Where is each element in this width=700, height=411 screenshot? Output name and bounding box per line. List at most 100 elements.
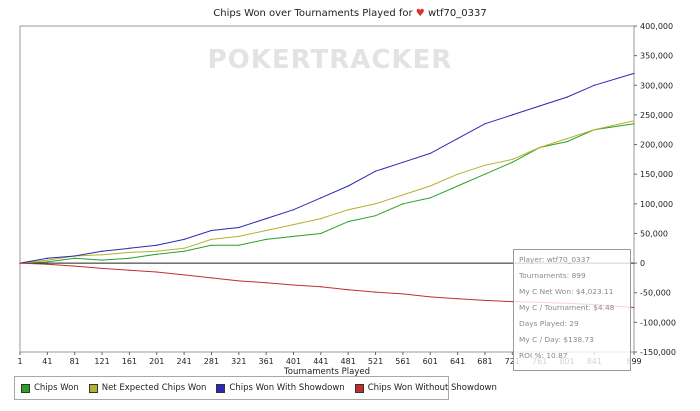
legend-label: Chips Won: [34, 383, 79, 393]
data-point: [633, 123, 635, 125]
data-point: [210, 238, 213, 240]
legend-item: Chips Won: [21, 383, 79, 393]
x-tick-label: 681: [477, 357, 492, 366]
data-point: [539, 105, 541, 107]
data-point: [566, 140, 568, 143]
data-point: [374, 215, 377, 217]
data-point: [128, 257, 130, 259]
data-point: [511, 161, 513, 163]
data-point: [347, 289, 349, 291]
x-tick-label: 401: [286, 357, 301, 366]
data-point: [101, 250, 103, 252]
x-tick-label: 321: [231, 357, 246, 366]
heart-icon: ♥: [415, 8, 425, 19]
data-point: [456, 173, 459, 175]
legend-label: Chips Won With Showdown: [229, 383, 345, 393]
data-point: [74, 265, 76, 267]
x-tick-label: 721: [505, 357, 520, 366]
data-point: [320, 218, 322, 220]
stat-line: My C / Day: $138.73: [519, 335, 594, 344]
data-point: [238, 226, 240, 229]
legend-item: Chips Won With Showdown: [216, 383, 345, 393]
data-point: [511, 158, 513, 160]
data-point: [238, 235, 240, 238]
stat-line: ROI %: 10.87: [519, 351, 568, 360]
data-point: [402, 293, 404, 295]
data-point: [128, 251, 130, 254]
data-point: [19, 262, 21, 264]
data-point: [46, 259, 48, 261]
y-tick-label: 350,000: [640, 52, 673, 61]
stat-line: My C / Tournament: $4.48: [519, 303, 615, 312]
x-tick-label: 241: [176, 357, 191, 366]
x-axis-label: Tournaments Played: [283, 367, 370, 377]
x-tick-label: 361: [259, 357, 274, 366]
x-tick-label: 601: [423, 357, 438, 366]
data-point: [210, 244, 213, 246]
data-point: [210, 277, 213, 279]
x-tick-label: 899: [626, 357, 641, 366]
data-point: [429, 152, 431, 155]
data-point: [46, 257, 48, 259]
data-point: [74, 257, 76, 259]
data-point: [292, 235, 295, 238]
data-point: [347, 185, 349, 187]
data-point: [101, 267, 103, 270]
data-point: [429, 185, 431, 187]
legend-swatch: [88, 383, 98, 393]
data-point: [292, 284, 295, 286]
data-point: [484, 173, 486, 175]
chart-title-prefix: Chips Won over Tournaments Played for: [213, 8, 413, 19]
x-tick-label: 121: [94, 357, 109, 366]
legend-swatch: [354, 383, 364, 393]
data-point: [183, 247, 185, 249]
data-point: [128, 247, 130, 249]
data-point: [292, 223, 295, 226]
legend-label: Chips Won Without Showdown: [367, 383, 497, 393]
data-point: [566, 96, 568, 98]
data-point: [456, 138, 459, 140]
data-point: [156, 271, 158, 273]
data-point: [74, 255, 76, 257]
stat-line: Tournaments: 899: [519, 271, 586, 280]
y-tick-label: -150,000: [640, 348, 676, 357]
data-point: [402, 161, 404, 163]
data-point: [456, 298, 459, 300]
data-point: [511, 301, 513, 303]
x-tick-label: 481: [341, 357, 356, 366]
x-tick-label: 641: [450, 357, 465, 366]
data-point: [511, 114, 513, 116]
data-point: [374, 170, 377, 172]
data-point: [156, 244, 158, 246]
y-tick-label: 0: [640, 259, 645, 268]
legend: Chips Won Net Expected Chips Won Chips Won…: [14, 376, 497, 400]
data-point: [128, 269, 130, 271]
stats-box: Player: wtf70_0337 Tournaments: 899 My C N…: [513, 249, 631, 371]
data-point: [183, 274, 185, 276]
x-tick-label: 41: [42, 357, 52, 366]
x-tick-label: 441: [313, 357, 328, 366]
data-point: [633, 72, 635, 75]
x-tick-label: 561: [395, 357, 410, 366]
data-point: [46, 261, 48, 263]
y-tick-label: -50,000: [640, 289, 671, 298]
data-point: [156, 253, 158, 255]
y-tick-label: 150,000: [640, 170, 673, 179]
data-point: [402, 194, 404, 196]
data-point: [593, 84, 595, 86]
data-point: [402, 203, 404, 205]
x-tick-label: 1: [17, 357, 22, 366]
data-point: [265, 229, 267, 232]
data-point: [374, 203, 377, 205]
data-point: [156, 250, 158, 252]
data-point: [320, 197, 322, 199]
y-tick-label: 250,000: [640, 111, 673, 120]
data-point: [292, 209, 295, 211]
y-tick-label: 100,000: [640, 200, 673, 209]
legend-swatch: [21, 383, 30, 393]
data-point: [539, 146, 541, 149]
x-tick-label: 161: [122, 357, 137, 366]
data-point: [633, 306, 635, 309]
data-point: [183, 250, 185, 252]
